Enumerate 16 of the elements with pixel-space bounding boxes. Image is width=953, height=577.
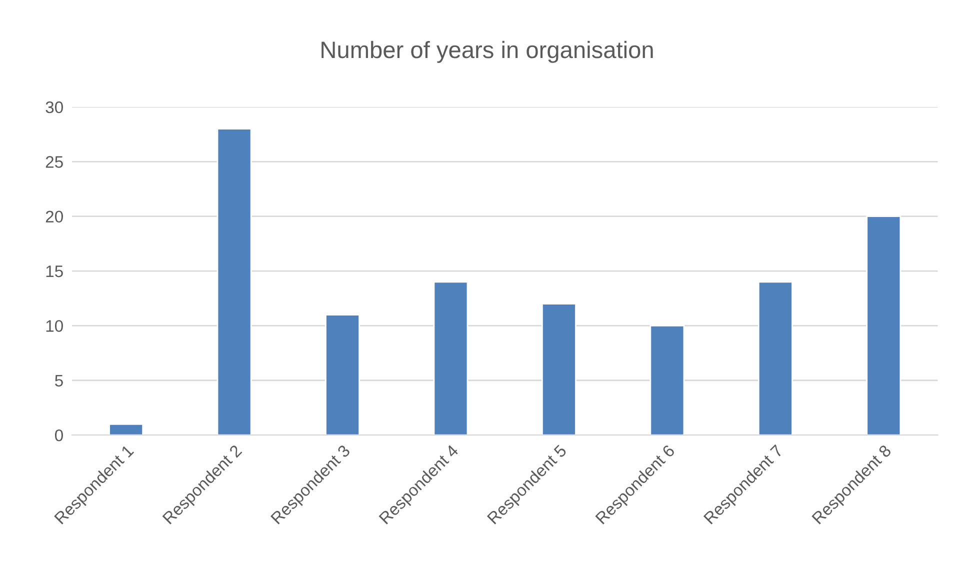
y-tick-label: 0: [55, 429, 63, 442]
y-tick-label: 15: [46, 266, 63, 278]
bar: [325, 314, 360, 436]
bar: [216, 128, 252, 436]
y-tick-label: 25: [46, 156, 63, 168]
bar: [758, 281, 793, 436]
y-tick-label: 10: [46, 320, 63, 332]
bar: [433, 281, 468, 436]
bar: [108, 423, 144, 436]
y-tick-label: 30: [46, 101, 63, 114]
bar: [650, 325, 685, 436]
chart-title: Number of years in organisation: [322, 40, 653, 63]
y-tick-label: 5: [55, 374, 63, 387]
bar: [866, 216, 902, 436]
y-tick-label: 20: [46, 210, 63, 223]
bar: [541, 303, 576, 436]
